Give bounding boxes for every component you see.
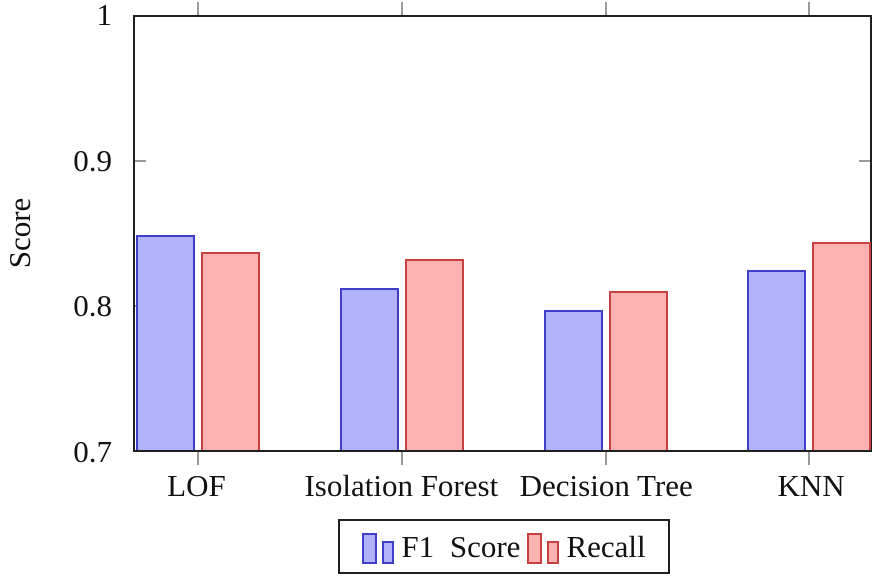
x-axis-tick — [604, 452, 607, 465]
x-tick-label-isolation-forest: Isolation Forest — [304, 468, 499, 503]
x-axis-tick — [197, 452, 200, 465]
x-axis-tick — [400, 452, 403, 465]
x-tick-label-decision-tree: Decision Tree — [519, 468, 693, 503]
x-axis-tick — [400, 2, 403, 15]
bar-lof-recall — [201, 252, 261, 450]
bar-knn-f1-score — [747, 269, 807, 450]
y-tick-label: 1 — [96, 0, 113, 32]
x-tick-label-knn: KNN — [777, 468, 845, 503]
bar-decision-tree-recall — [608, 291, 668, 450]
bar-decision-tree-f1-score — [543, 310, 603, 450]
y-tick-label: 0.7 — [73, 434, 112, 469]
x-axis-tick — [604, 2, 607, 15]
plot-area — [133, 2, 872, 465]
f1-score-bar-icon — [382, 540, 395, 564]
x-axis-tick — [197, 2, 200, 15]
legend-label-f1-score: F1 Score — [401, 528, 521, 564]
x-axis-tick — [808, 452, 811, 465]
recall-bar-icon — [547, 540, 560, 564]
legend-label-recall: Recall — [566, 528, 646, 564]
x-axis-tick — [808, 2, 811, 15]
y-axis-title: Score — [2, 197, 37, 269]
bar-isolation-forest-f1-score — [339, 288, 399, 450]
legend-swatch-recall — [527, 532, 560, 564]
y-tick-label: 0.9 — [73, 142, 112, 178]
recall-bar-icon — [527, 532, 543, 564]
y-tick-label: 0.8 — [73, 288, 112, 324]
bar-isolation-forest-recall — [404, 259, 464, 450]
legend-swatch-f1-score — [362, 532, 395, 564]
y-axis-tick — [859, 160, 870, 163]
f1-score-bar-icon — [362, 532, 378, 564]
bar-knn-recall — [812, 242, 872, 450]
y-axis-tick — [135, 160, 146, 163]
legend: F1 Score Recall — [338, 519, 670, 574]
bar-lof-f1-score — [136, 234, 196, 450]
x-tick-label-lof: LOF — [167, 468, 226, 503]
